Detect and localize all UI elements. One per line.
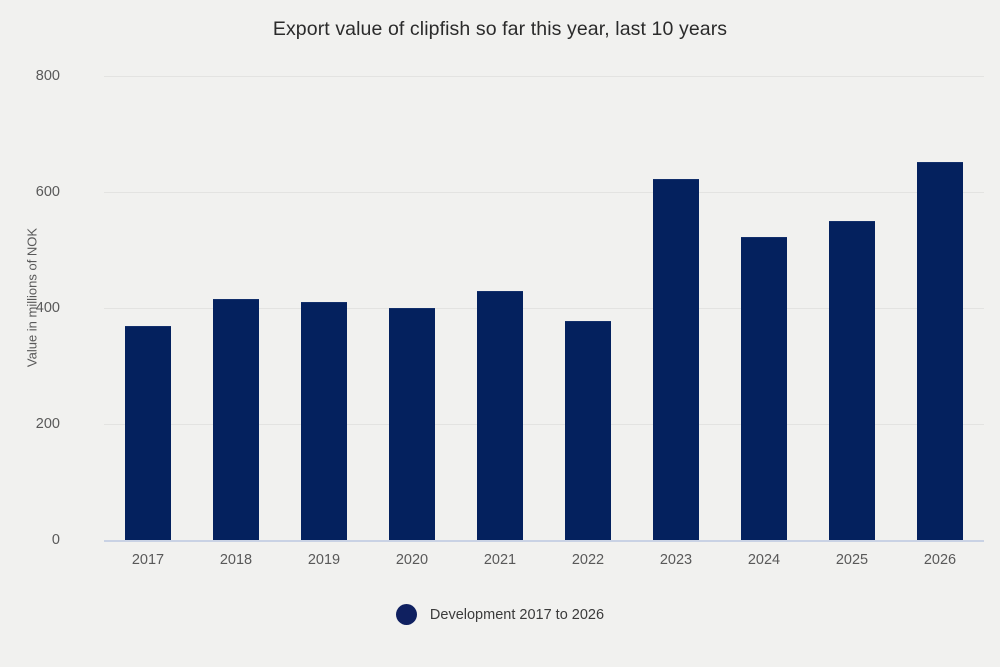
bar[interactable]	[741, 237, 787, 540]
y-axis-tick-label: 800	[35, 68, 60, 84]
bar[interactable]	[213, 298, 259, 540]
bar-slot	[720, 76, 808, 540]
y-axis-tick-label: 0	[51, 532, 60, 548]
bar-slot	[808, 76, 896, 540]
y-axis-tick-label: 600	[35, 184, 60, 200]
x-axis-tick-label: 2019	[307, 552, 341, 568]
bar[interactable]	[477, 291, 523, 540]
bar[interactable]	[301, 302, 347, 540]
x-axis-tick-label: 2023	[659, 552, 693, 568]
x-axis-tick-label: 2026	[923, 552, 957, 568]
bar-slot	[456, 76, 544, 540]
bar-slot	[896, 76, 984, 540]
gridline	[104, 540, 984, 542]
legend-circle-icon	[395, 604, 417, 625]
gridline	[104, 192, 984, 193]
legend-item[interactable]: Development 2017 to 2026	[395, 604, 605, 625]
x-axis-tick-label: 2024	[747, 552, 781, 568]
bar-slot	[280, 76, 368, 540]
chart-title: Export value of clipfish so far this yea…	[272, 18, 728, 40]
gridline	[104, 308, 984, 309]
x-axis-tick-label: 2021	[483, 552, 517, 568]
bar-slot	[632, 76, 720, 540]
x-axis-tick-label: 2022	[571, 552, 605, 568]
y-axis-tick-label: 400	[35, 300, 60, 316]
plot-area: 0 200 400 600 800	[36, 68, 984, 548]
x-axis-tick-label: 2025	[835, 552, 869, 568]
bar[interactable]	[653, 179, 699, 540]
y-axis-tick-label: 200	[35, 416, 60, 432]
gridline	[104, 76, 984, 77]
bar[interactable]	[125, 325, 171, 540]
legend-label: Development 2017 to 2026	[429, 606, 605, 623]
gridline	[104, 424, 984, 425]
bar[interactable]	[389, 307, 435, 540]
bar-slot	[192, 76, 280, 540]
x-axis-tick-label: 2017	[131, 552, 165, 568]
chart-legend: Development 2017 to 2026	[0, 604, 1000, 625]
bar-slot	[368, 76, 456, 540]
x-axis-tick-label: 2018	[219, 552, 253, 568]
bars-layer	[104, 76, 984, 540]
bar-slot	[544, 76, 632, 540]
bar-slot	[104, 76, 192, 540]
x-axis-tick-label: 2020	[395, 552, 429, 568]
bar[interactable]	[917, 162, 963, 540]
x-axis-tick-labels: 2017 2018 2019 2020 2021 2022 2023 2024 2025 2026	[104, 552, 984, 576]
bar[interactable]	[829, 220, 875, 540]
bar[interactable]	[565, 320, 611, 540]
y-axis-title: Value in millions of NOK	[24, 227, 40, 368]
